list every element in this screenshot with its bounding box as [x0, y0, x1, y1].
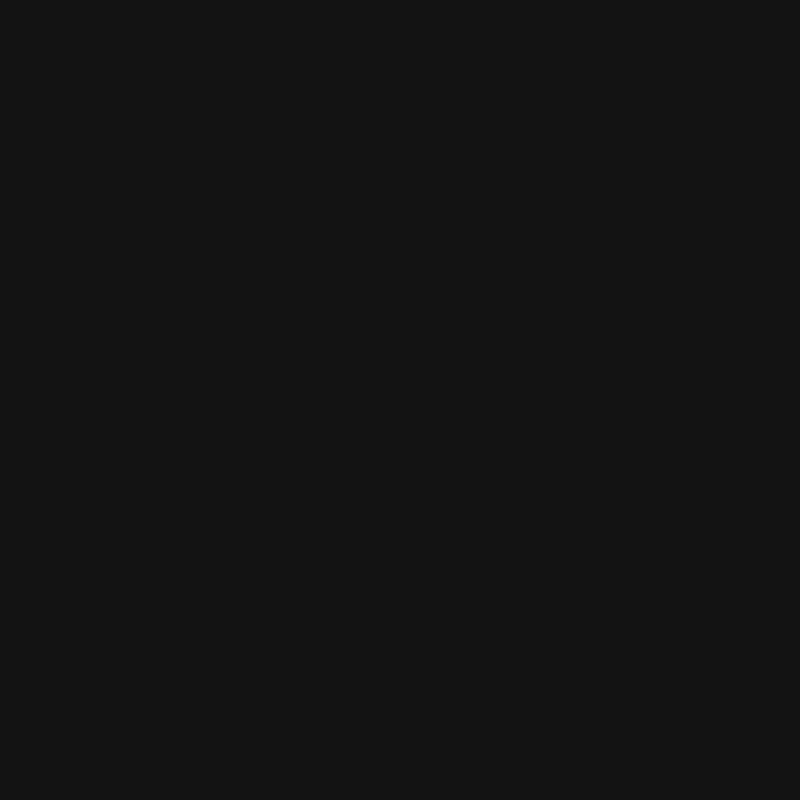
screenshot-stage — [0, 0, 800, 800]
artwork-canvas — [0, 0, 800, 800]
